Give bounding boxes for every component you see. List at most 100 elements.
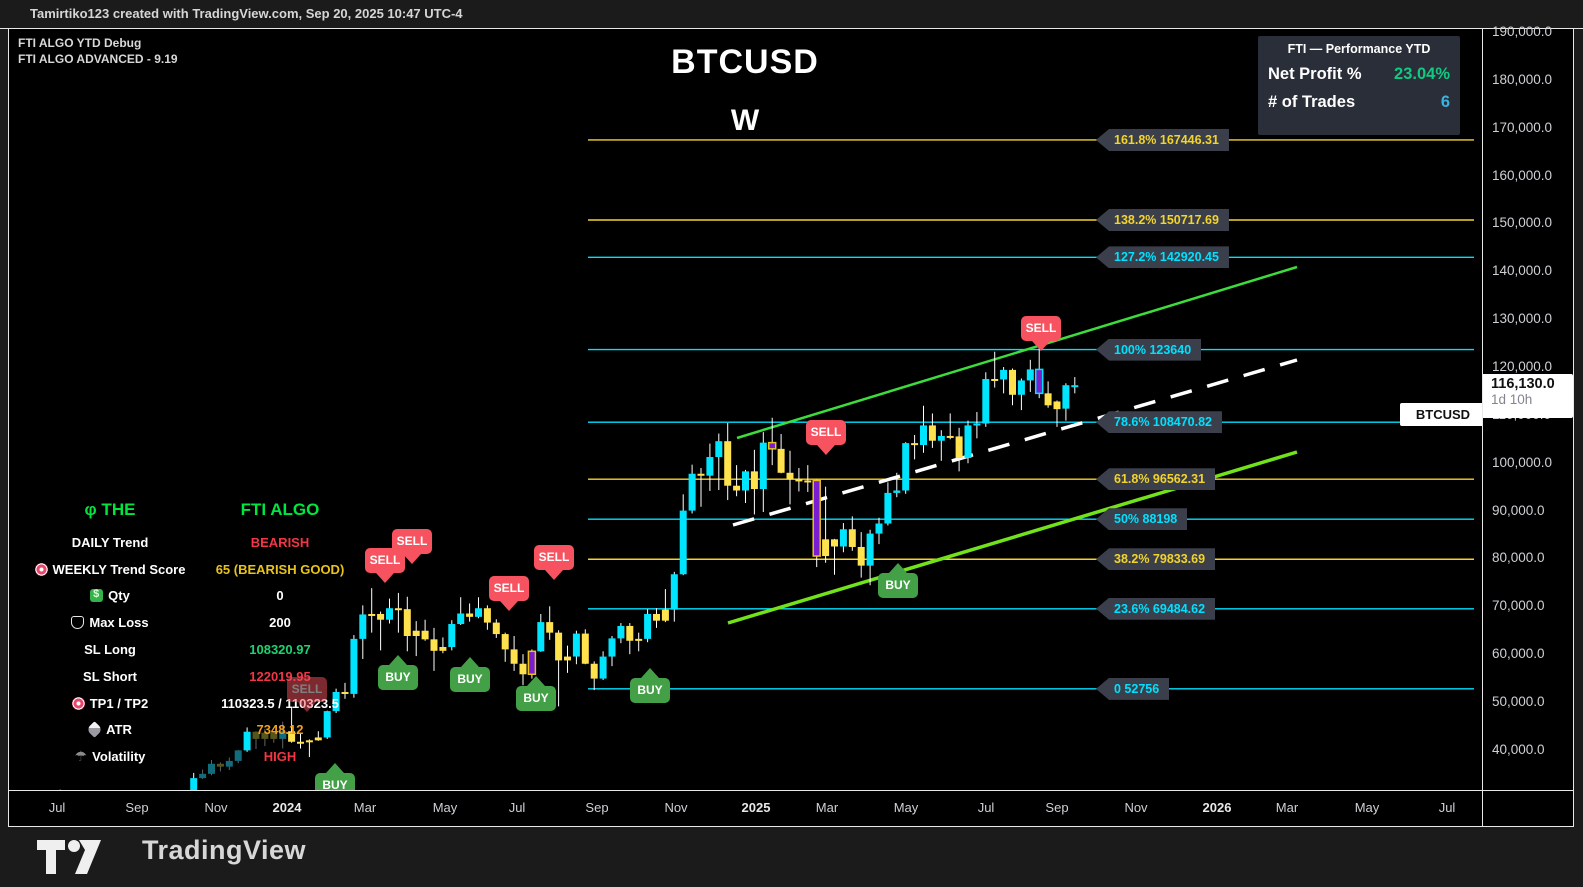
candle bbox=[501, 634, 509, 650]
candle bbox=[288, 731, 296, 742]
candle bbox=[377, 613, 385, 620]
chart-pane[interactable]: FTI ALGO YTD Debug FTI ALGO ADVANCED - 9… bbox=[8, 29, 1482, 790]
algo-row-atr: ATR 7348.12 bbox=[30, 717, 370, 744]
left-border bbox=[8, 29, 9, 826]
time-axis-label: Mar bbox=[1275, 800, 1299, 815]
arrow-down-icon bbox=[500, 601, 518, 611]
trades-label: # of Trades bbox=[1268, 93, 1356, 111]
fib-level-badge: 127.2% 142920.45 bbox=[1096, 246, 1229, 269]
candle bbox=[412, 630, 420, 636]
candle bbox=[199, 773, 207, 779]
money-icon bbox=[90, 588, 104, 603]
umbrella-icon: ☂ bbox=[74, 748, 88, 765]
time-axis-label: Jul bbox=[508, 800, 526, 815]
price-axis-label: 130,000.0 bbox=[1492, 311, 1553, 327]
candle bbox=[359, 614, 367, 639]
price-axis-label: 190,000.0 bbox=[1492, 24, 1553, 39]
candle bbox=[1044, 393, 1052, 406]
fib-level-badge: 50% 88198 bbox=[1096, 508, 1188, 531]
time-axis-label: May bbox=[432, 800, 458, 815]
buy-signal-marker: BUY bbox=[450, 657, 490, 692]
candle bbox=[305, 740, 313, 743]
time-axis-label: Mar bbox=[815, 800, 839, 815]
candle bbox=[1034, 368, 1044, 395]
attribution-text: Tamirtiko123 created with TradingView.co… bbox=[30, 6, 463, 21]
arrow-down-icon bbox=[1032, 341, 1050, 351]
candle bbox=[350, 638, 358, 694]
candle bbox=[884, 492, 892, 524]
algo-row-label: ATR bbox=[106, 722, 132, 738]
sell-signal-marker: SELL bbox=[489, 576, 529, 611]
algo-row-label: Max Loss bbox=[89, 615, 149, 631]
candle bbox=[822, 539, 830, 557]
net-profit-row: Net Profit % 23.04% bbox=[1268, 65, 1450, 84]
price-axis-label: 180,000.0 bbox=[1492, 71, 1553, 87]
algo-table-header: φ THE FTI ALGO bbox=[30, 500, 370, 520]
algo-row-value: BEARISH bbox=[250, 534, 310, 550]
price-axis-label: 150,000.0 bbox=[1492, 215, 1553, 231]
indicator-legend-line2[interactable]: FTI ALGO ADVANCED - 9.19 bbox=[18, 52, 178, 66]
candle bbox=[812, 479, 821, 557]
time-axis[interactable]: Jul Sep Nov 2024 Mar May Jul Sep Nov 2025 Mar May Ju… bbox=[8, 791, 1482, 826]
fib-level-badge: 78.6% 108470.82 bbox=[1096, 411, 1223, 434]
candle bbox=[421, 630, 429, 640]
candle bbox=[733, 485, 741, 491]
indicator-legend[interactable]: FTI ALGO YTD Debug FTI ALGO ADVANCED - 9… bbox=[18, 35, 178, 67]
price-axis-label: 40,000.0 bbox=[1492, 741, 1545, 757]
candle bbox=[519, 663, 527, 675]
candle bbox=[928, 425, 936, 441]
target-icon bbox=[71, 696, 85, 710]
indicator-legend-line1[interactable]: FTI ALGO YTD Debug bbox=[18, 36, 142, 50]
candle bbox=[208, 763, 215, 774]
candle bbox=[804, 480, 812, 483]
time-axis-label: Jul bbox=[48, 800, 66, 815]
trades-row: # of Trades 6 bbox=[1268, 93, 1450, 112]
candlestick-chart[interactable] bbox=[8, 29, 1482, 790]
fib-level-badge: 161.8% 167446.31 bbox=[1096, 128, 1229, 151]
price-axis-label: 100,000.0 bbox=[1492, 454, 1553, 470]
price-axis-label: 160,000.0 bbox=[1492, 167, 1553, 183]
candle bbox=[590, 663, 598, 679]
candle bbox=[190, 778, 198, 790]
candle bbox=[457, 613, 465, 625]
candle bbox=[786, 472, 794, 480]
candle bbox=[1000, 369, 1008, 380]
candle bbox=[403, 609, 411, 636]
algo-row-label: Volatility bbox=[92, 749, 146, 765]
candle bbox=[510, 649, 518, 664]
arrow-up-icon bbox=[527, 676, 545, 686]
candle bbox=[555, 632, 563, 661]
tradingview-logo-icon bbox=[37, 840, 101, 874]
candle bbox=[848, 529, 856, 547]
candle bbox=[688, 473, 696, 511]
candle bbox=[661, 609, 669, 621]
candle bbox=[706, 456, 714, 476]
price-axis-label: 60,000.0 bbox=[1492, 646, 1545, 662]
algo-row-value: 122019.95 bbox=[249, 668, 311, 684]
algo-header-right: FTI ALGO bbox=[240, 500, 320, 519]
algo-header-left: φ THE bbox=[84, 500, 136, 519]
candle bbox=[1062, 385, 1070, 409]
candle bbox=[475, 608, 482, 617]
price-axis-label: 80,000.0 bbox=[1492, 550, 1545, 566]
price-axis-label: 50,000.0 bbox=[1492, 694, 1545, 710]
arrow-up-icon bbox=[461, 657, 479, 667]
candle bbox=[617, 625, 625, 639]
algo-row-label: DAILY Trend bbox=[71, 534, 149, 550]
buy-signal-marker: BUY bbox=[315, 763, 355, 790]
candle bbox=[742, 471, 749, 491]
candle bbox=[448, 624, 456, 648]
candle bbox=[261, 732, 269, 739]
time-axis-label: May bbox=[893, 800, 919, 815]
candle bbox=[341, 691, 349, 694]
price-axis-label: 90,000.0 bbox=[1492, 502, 1545, 518]
candle bbox=[527, 650, 537, 676]
price-axis-label: 140,000.0 bbox=[1492, 263, 1553, 279]
candle bbox=[955, 436, 963, 458]
candle bbox=[875, 523, 883, 534]
candle bbox=[314, 737, 322, 741]
candle bbox=[626, 625, 634, 641]
fib-level-badge: 0 52756 bbox=[1096, 677, 1170, 700]
candle bbox=[564, 656, 571, 661]
